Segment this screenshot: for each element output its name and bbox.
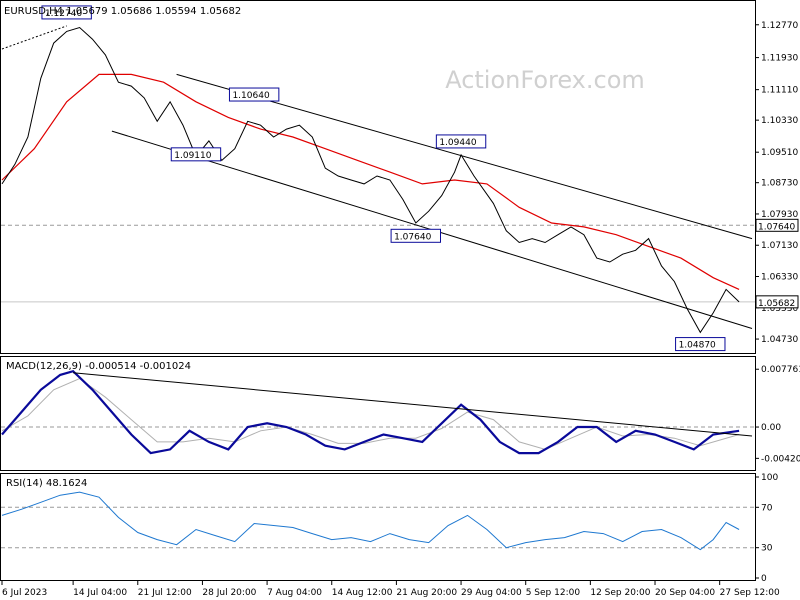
rsi-axis-tick-label: 0 bbox=[761, 574, 767, 584]
price-header: EURUSD,H4 1.05679 1.05686 1.05594 1.0568… bbox=[4, 6, 241, 17]
price-tag-1.09440: 1.09440 bbox=[435, 134, 487, 149]
macd-line bbox=[1, 369, 740, 455]
header-symbol: EURUSD,H4 bbox=[4, 6, 63, 17]
price-axis-tick-label: 1.09510 bbox=[761, 148, 798, 158]
x-tick-label: 28 Jul 20:00 bbox=[202, 588, 256, 598]
x-tick-label: 27 Sep 12:00 bbox=[720, 588, 780, 598]
price-tag-text: 1.04870 bbox=[679, 341, 716, 351]
price-line bbox=[1, 26, 740, 334]
x-tick-label: 29 Aug 04:00 bbox=[461, 588, 522, 598]
x-tick-label: 7 Aug 04:00 bbox=[267, 588, 322, 598]
price-tag-1.09110: 1.09110 bbox=[170, 147, 222, 162]
price-axis-tick-label: 1.10330 bbox=[761, 116, 798, 126]
current-price-text: 1.05682 bbox=[758, 299, 795, 309]
rsi-axis-tick-label: 30 bbox=[761, 544, 773, 554]
price-tag-text: 1.09440 bbox=[439, 138, 476, 148]
macd-label: MACD(12,26,9) -0.000514 -0.001024 bbox=[6, 361, 191, 372]
support-price-tag: 1.07640 bbox=[755, 218, 799, 232]
price-axis-tick-label: 1.07130 bbox=[761, 241, 798, 251]
channel-upper-line bbox=[176, 73, 753, 240]
header-open: 1.05679 bbox=[66, 6, 107, 17]
macd-axis-tick-label: 0.00 bbox=[761, 423, 781, 433]
x-tick-label: 21 Jul 12:00 bbox=[138, 588, 192, 598]
macd-trendline bbox=[73, 372, 753, 437]
price-axis-tick-label: 1.06330 bbox=[761, 273, 798, 283]
support-price-text: 1.07640 bbox=[758, 222, 795, 232]
x-tick-label: 14 Aug 12:00 bbox=[332, 588, 393, 598]
rsi-axis-tick-label: 70 bbox=[761, 503, 773, 513]
price-axis-tick-label: 1.08730 bbox=[761, 179, 798, 189]
price-axis-tick-label: 1.11110 bbox=[761, 86, 798, 96]
price-axis-tick-label: 1.07930 bbox=[761, 210, 798, 220]
x-tick-label: 12 Sep 20:00 bbox=[590, 588, 650, 598]
price-panel bbox=[0, 0, 756, 354]
x-tick-label: 14 Jul 04:00 bbox=[73, 588, 127, 598]
price-axis-tick-label: 1.04730 bbox=[761, 335, 798, 345]
price-tag-text: 1.12740 bbox=[45, 9, 82, 19]
macd-axis-tick-label: -0.004205 bbox=[761, 454, 800, 464]
current-price-tag: 1.05682 bbox=[755, 295, 799, 309]
price-tag-1.07640: 1.07640 bbox=[390, 228, 441, 243]
header-low: 1.05594 bbox=[155, 6, 196, 17]
price-axis-tick-label: 1.12770 bbox=[761, 21, 798, 31]
price-tag-text: 1.10640 bbox=[232, 91, 269, 101]
rsi-line bbox=[1, 491, 740, 551]
price-tag-text: 1.09110 bbox=[174, 151, 211, 161]
price-axis-tick-label: 1.11930 bbox=[761, 54, 798, 64]
price-tag-1.10640: 1.10640 bbox=[228, 87, 280, 102]
x-tick-label: 6 Jul 2023 bbox=[2, 588, 47, 598]
price-axis-tick-label: 1.05530 bbox=[761, 304, 798, 314]
header-close: 1.05682 bbox=[200, 6, 241, 17]
macd-signal-line bbox=[1, 378, 740, 450]
x-tick-label: 21 Aug 20:00 bbox=[396, 588, 457, 598]
watermark: ActionForex.com bbox=[445, 66, 645, 94]
macd-axis-tick-label: 0.007761 bbox=[761, 365, 800, 375]
price-tag-1.12740: 1.12740 bbox=[41, 5, 92, 20]
header-high: 1.05686 bbox=[111, 6, 152, 17]
rsi-axis-tick-label: 100 bbox=[761, 473, 778, 483]
macd-panel bbox=[0, 356, 756, 471]
dotted-trendline bbox=[1, 25, 67, 50]
x-tick-label: 5 Sep 12:00 bbox=[526, 588, 581, 598]
price-tag-text: 1.07640 bbox=[394, 232, 431, 242]
rsi-label: RSI(14) 48.1624 bbox=[6, 478, 87, 489]
x-tick-label: 20 Sep 04:00 bbox=[655, 588, 715, 598]
price-tag-1.04870: 1.04870 bbox=[675, 337, 726, 352]
moving-average-line bbox=[1, 73, 740, 290]
rsi-panel bbox=[0, 473, 756, 581]
